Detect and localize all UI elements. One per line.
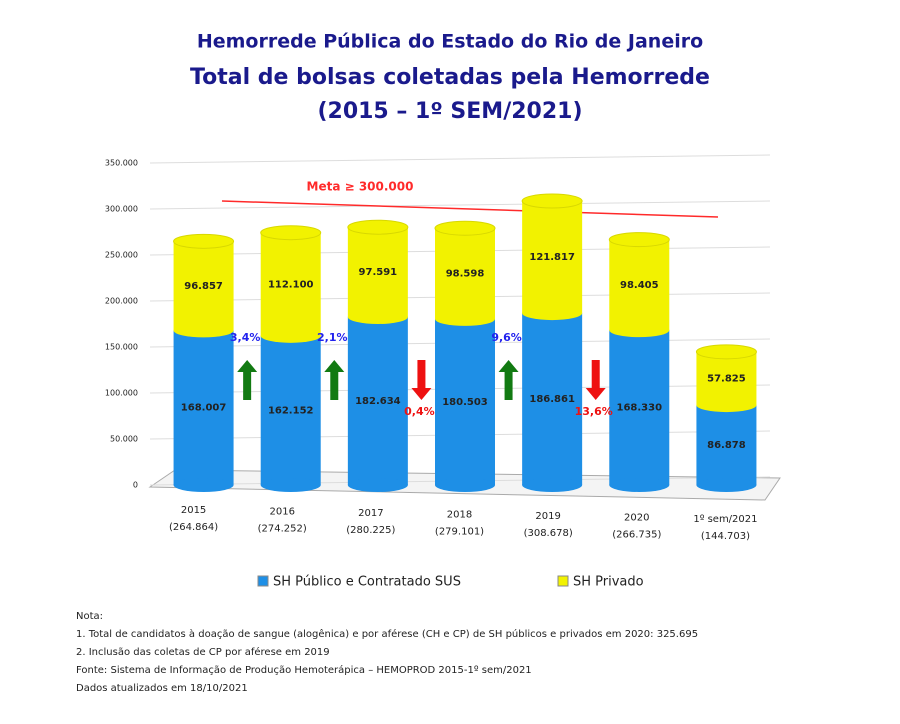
note-line: 2. Inclusão das coletas de CP por aféres… [76, 646, 330, 658]
total-label: (274.252) [258, 524, 307, 535]
bar-top [260, 225, 322, 241]
segment-base [173, 478, 234, 492]
y-tick-label: 100.000 [105, 389, 138, 398]
x-tick-label: 2016 [269, 507, 294, 518]
bar-segment [435, 228, 495, 319]
bar-top [521, 193, 583, 209]
note-line: Fonte: Sistema de Informação de Produção… [76, 664, 532, 676]
bar-segment [173, 241, 234, 331]
x-tick-label: 1º sem/2021 [693, 514, 757, 525]
chart-subtitle: Total de bolsas coletadas pela Hemorrede [190, 65, 710, 90]
x-tick-label: 2015 [181, 505, 206, 516]
bar-segment [609, 239, 670, 331]
change-arrow [324, 360, 345, 400]
legend-label: SH Público e Contratado SUS [273, 575, 461, 590]
grid-line [149, 154, 771, 164]
value-label: 168.330 [617, 403, 663, 414]
total-label: (280.225) [346, 525, 395, 536]
segment-base [347, 309, 408, 324]
y-tick-label: 200.000 [105, 297, 138, 306]
segment-base [522, 478, 583, 492]
bar-top [173, 233, 235, 249]
segment-base [260, 478, 321, 492]
value-label: 121.817 [529, 252, 575, 263]
bar-top [608, 232, 670, 248]
bar-segment [260, 335, 321, 485]
change-label: 13,6% [575, 405, 613, 418]
change-label: 9,6% [491, 331, 522, 344]
segment-base [435, 478, 495, 492]
value-label: 86.878 [707, 440, 746, 451]
bar-segment [347, 316, 408, 485]
change-arrow [585, 360, 606, 400]
bar-top [695, 344, 757, 360]
bar-segment [260, 232, 321, 336]
y-tick-label: 150.000 [105, 343, 138, 352]
chart-period: (2015 – 1º SEM/2021) [317, 99, 582, 124]
value-label: 168.007 [181, 403, 227, 414]
value-label: 112.100 [268, 279, 314, 290]
legend-label: SH Privado [573, 575, 644, 590]
x-tick-label: 2020 [624, 513, 649, 524]
segment-base [347, 478, 408, 492]
total-label: (308.678) [524, 528, 573, 539]
bar-top [434, 220, 496, 236]
value-label: 97.591 [359, 267, 398, 278]
bar-segment [435, 318, 495, 485]
bar-segment [696, 351, 757, 406]
target-label: Meta ≥ 300.000 [307, 180, 414, 194]
y-tick-label: 50.000 [110, 435, 138, 444]
value-label: 162.152 [268, 405, 314, 416]
value-label: 57.825 [707, 373, 746, 384]
value-label: 180.503 [442, 397, 488, 408]
total-label: (264.864) [169, 522, 218, 533]
segment-base [609, 323, 670, 338]
value-label: 98.598 [446, 269, 485, 280]
segment-base [609, 478, 670, 492]
chart-title: Hemorrede Pública do Estado do Rio de Ja… [197, 31, 703, 53]
total-label: (144.703) [701, 531, 750, 542]
segment-base [435, 311, 495, 326]
change-label: 0,4% [404, 405, 435, 418]
change-arrow [237, 360, 258, 400]
segment-base [696, 478, 757, 492]
x-tick-label: 2017 [358, 508, 383, 519]
x-tick-label: 2019 [535, 511, 560, 522]
y-tick-label: 300.000 [105, 205, 138, 214]
y-tick-label: 350.000 [105, 159, 138, 168]
bar-segment [609, 330, 670, 485]
change-arrow [498, 360, 519, 400]
note-line: Dados atualizados em 18/10/2021 [76, 683, 248, 694]
value-label: 186.861 [529, 394, 575, 405]
segment-base [260, 328, 321, 343]
bar-segment [522, 313, 583, 485]
grid-line [149, 200, 771, 210]
change-arrow [411, 360, 432, 400]
bar-segment [522, 201, 583, 314]
segment-base [522, 306, 583, 321]
y-tick-label: 0 [133, 481, 138, 490]
y-tick-label: 250.000 [105, 251, 138, 260]
segment-base [173, 323, 234, 338]
bar-segment [696, 405, 757, 485]
note-line: Nota: [76, 611, 103, 622]
note-line: 1. Total de candidatos à doação de sangu… [76, 628, 698, 640]
segment-base [696, 398, 757, 413]
bar-top [347, 219, 409, 235]
legend-swatch [257, 575, 269, 587]
legend-swatch [557, 575, 569, 587]
value-label: 98.405 [620, 280, 659, 291]
value-label: 96.857 [184, 281, 223, 292]
x-tick-label: 2018 [447, 510, 472, 521]
total-label: (266.735) [612, 530, 661, 541]
bar-segment [347, 227, 408, 317]
change-label: 3,4% [230, 331, 261, 344]
bar-segment [173, 330, 234, 485]
value-label: 182.634 [355, 396, 401, 407]
target-line [221, 200, 719, 218]
total-label: (279.101) [435, 527, 484, 538]
change-label: 2,1% [317, 331, 348, 344]
